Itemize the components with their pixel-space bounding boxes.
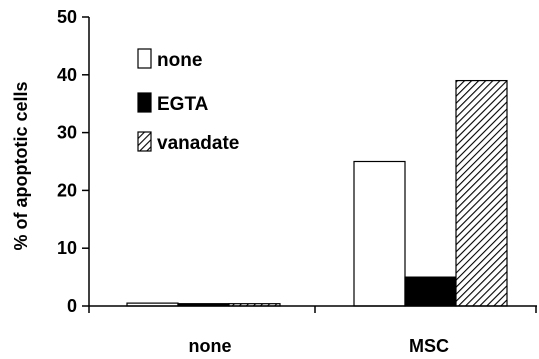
legend-swatch-EGTA xyxy=(137,92,152,113)
legend: none EGTA vanadate xyxy=(137,48,239,154)
y-tick-label: 40 xyxy=(57,65,77,85)
y-tick-label: 0 xyxy=(67,296,77,316)
y-tick-label: 10 xyxy=(57,238,77,258)
bars xyxy=(126,79,508,307)
bar-EGTA-MSC xyxy=(404,276,457,307)
y-tick-label: 20 xyxy=(57,180,77,200)
legend-swatch-vanadate xyxy=(137,131,152,152)
bar-vanadate-MSC xyxy=(455,79,508,307)
y-axis-title: % of apoptotic cells xyxy=(11,81,31,250)
legend-swatch-none xyxy=(137,48,152,69)
legend-label-none: none xyxy=(157,50,202,71)
axes xyxy=(88,17,537,313)
y-tick-label: 50 xyxy=(57,7,77,27)
x-tick-label: MSC xyxy=(409,336,449,356)
y-tick-label: 30 xyxy=(57,123,77,143)
y-axis-ticks: 0 10 20 30 40 50 xyxy=(57,7,89,316)
legend-label-EGTA: EGTA xyxy=(157,94,209,115)
bar-none-MSC xyxy=(353,160,406,307)
x-axis-labels: none MSC xyxy=(189,336,450,356)
legend-label-vanadate: vanadate xyxy=(157,133,239,154)
x-tick-label: none xyxy=(189,336,232,356)
